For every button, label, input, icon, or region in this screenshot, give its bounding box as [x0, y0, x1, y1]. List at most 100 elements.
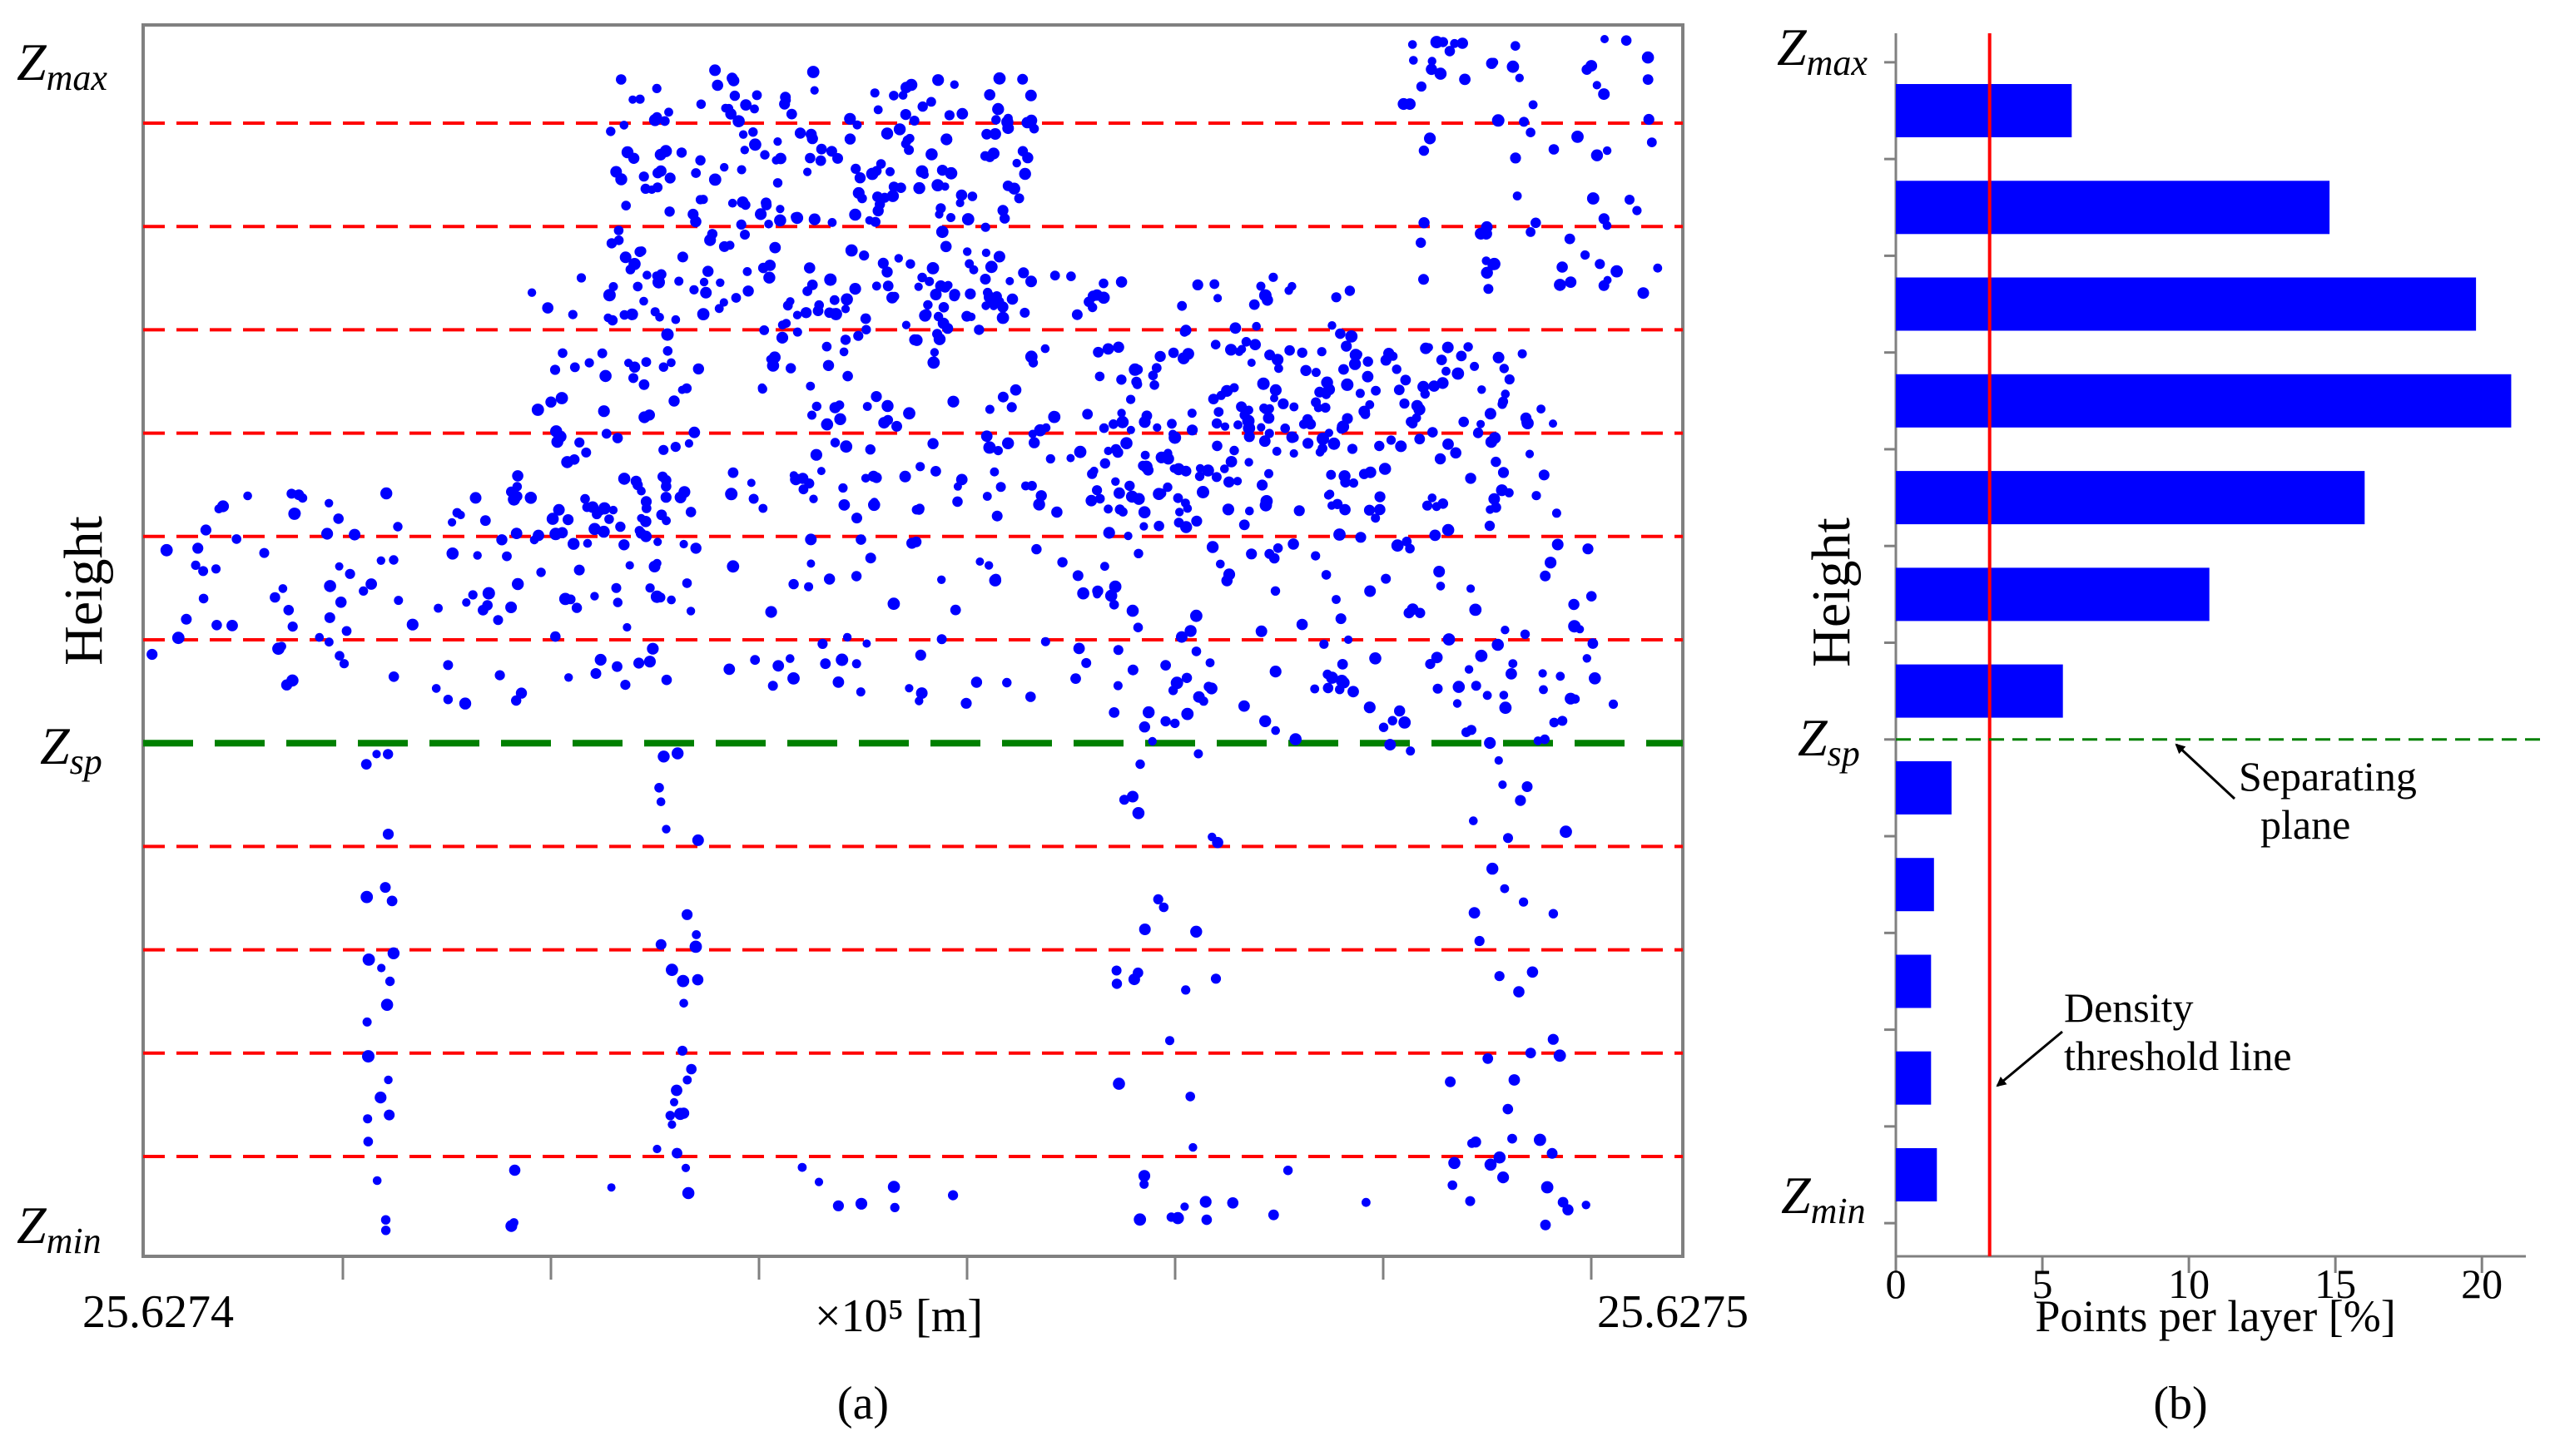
- point: [1077, 587, 1089, 600]
- point: [692, 973, 704, 986]
- point: [761, 200, 772, 210]
- point: [1180, 521, 1193, 533]
- point: [981, 128, 992, 140]
- point: [932, 74, 945, 87]
- point: [672, 747, 684, 760]
- point: [926, 97, 936, 107]
- point: [894, 254, 904, 263]
- point: [662, 346, 673, 356]
- point: [1166, 1212, 1177, 1222]
- point: [844, 112, 856, 125]
- point: [1586, 192, 1600, 205]
- point: [380, 1226, 391, 1236]
- point: [1158, 902, 1169, 913]
- point: [1551, 508, 1561, 518]
- point: [1335, 328, 1346, 339]
- point: [856, 687, 866, 697]
- point: [625, 265, 636, 275]
- point: [633, 281, 643, 292]
- point: [1190, 925, 1203, 938]
- point: [1234, 347, 1244, 356]
- point: [637, 513, 646, 522]
- point: [620, 680, 631, 691]
- point: [989, 574, 1002, 587]
- point: [1188, 1142, 1198, 1152]
- point: [1540, 734, 1550, 745]
- point: [1416, 81, 1426, 92]
- point: [505, 602, 518, 613]
- point: [1066, 453, 1075, 463]
- point: [670, 442, 681, 453]
- point: [1365, 400, 1375, 409]
- point: [362, 1050, 375, 1063]
- point: [1143, 464, 1154, 476]
- point: [1475, 649, 1488, 662]
- point: [1154, 350, 1166, 363]
- point: [903, 407, 915, 420]
- point: [1104, 504, 1113, 514]
- point: [1582, 654, 1592, 663]
- point: [1525, 1047, 1536, 1058]
- point: [1170, 718, 1180, 729]
- point: [719, 298, 728, 307]
- point: [1119, 795, 1129, 805]
- point: [974, 324, 985, 335]
- point: [655, 165, 667, 177]
- point: [1035, 490, 1047, 502]
- point: [276, 641, 286, 651]
- point: [198, 593, 209, 604]
- point: [1074, 445, 1087, 458]
- point: [1020, 307, 1030, 318]
- point: [1208, 394, 1219, 404]
- point: [1114, 487, 1125, 499]
- point: [1595, 259, 1605, 270]
- point: [1094, 371, 1105, 382]
- point: [877, 257, 889, 269]
- point: [946, 213, 955, 222]
- point: [803, 167, 812, 176]
- point: [851, 513, 862, 524]
- point: [910, 334, 923, 346]
- point: [967, 312, 976, 321]
- point: [1414, 433, 1426, 445]
- point: [668, 395, 680, 407]
- point: [682, 1075, 692, 1085]
- point: [1494, 755, 1503, 765]
- point: [1499, 691, 1509, 700]
- bar: [1896, 858, 1934, 912]
- point: [1247, 359, 1256, 367]
- point: [1238, 700, 1250, 712]
- point: [810, 86, 819, 95]
- point: [1034, 423, 1047, 437]
- point: [955, 473, 968, 486]
- point: [1012, 158, 1021, 168]
- point: [545, 396, 557, 408]
- point: [1029, 437, 1040, 448]
- point: [981, 301, 990, 310]
- point: [1051, 506, 1063, 518]
- point: [832, 152, 843, 164]
- point: [590, 668, 602, 679]
- point: [667, 1120, 677, 1129]
- point: [909, 116, 920, 126]
- point: [842, 632, 852, 642]
- point: [1418, 274, 1429, 285]
- point: [1506, 60, 1520, 73]
- point: [661, 674, 672, 686]
- point: [676, 147, 687, 158]
- point: [380, 998, 394, 1011]
- point: [981, 248, 990, 257]
- point: [1374, 491, 1386, 503]
- point: [1571, 131, 1584, 143]
- point: [1546, 1147, 1558, 1159]
- point: [1213, 294, 1223, 303]
- point: [794, 127, 806, 139]
- point: [1256, 281, 1266, 291]
- point: [643, 656, 657, 668]
- point: [1257, 377, 1270, 390]
- point: [1135, 759, 1145, 770]
- point: [1491, 114, 1505, 127]
- point: [1484, 736, 1496, 750]
- point: [625, 561, 634, 570]
- point: [712, 79, 723, 92]
